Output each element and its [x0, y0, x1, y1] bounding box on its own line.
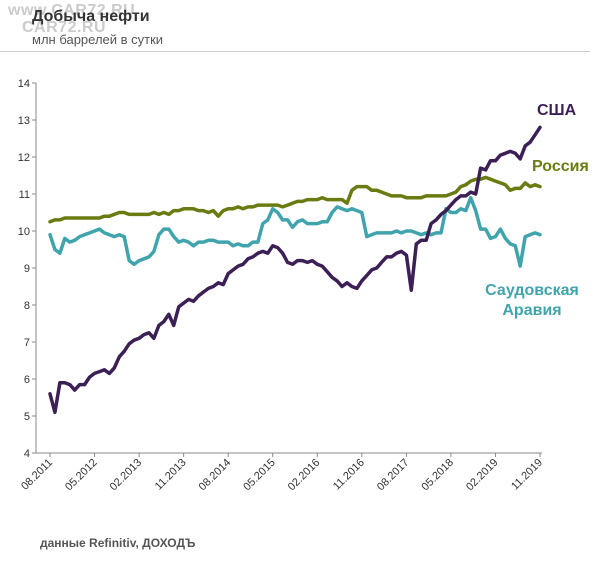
x-tick-label: 08.2014	[197, 457, 234, 494]
x-tick-label: 08.2017	[375, 457, 412, 494]
x-tick-label: 05.2012	[63, 457, 100, 494]
series-label-saudi: Аравия	[502, 302, 561, 319]
watermark-line-1: www.CAR72.RU	[8, 2, 136, 19]
y-tick-label: 12	[18, 152, 30, 164]
y-tick-label: 5	[24, 411, 30, 423]
y-tick-label: 10	[18, 226, 30, 238]
y-tick-label: 4	[24, 448, 30, 460]
header-divider	[0, 51, 590, 52]
y-tick-label: 9	[24, 263, 30, 275]
y-tick-label: 14	[18, 78, 30, 90]
y-tick-label: 6	[24, 374, 30, 386]
y-tick-label: 11	[19, 189, 30, 201]
y-tick-label: 8	[24, 300, 30, 312]
chart-title: Добыча нефти	[32, 8, 150, 25]
series-label-saudi: Саудовская	[485, 282, 579, 299]
series-label-usa: США	[537, 102, 577, 119]
x-tick-label: 02.2013	[108, 457, 145, 494]
series-line-saudi	[48, 195, 542, 268]
watermark: www.CAR72.RU CAR72.RU	[8, 2, 135, 36]
x-tick-label: 11.2019	[509, 457, 545, 493]
series-line-usa	[48, 125, 542, 415]
y-tick-label: 13	[18, 115, 30, 127]
x-tick-label: 05.2018	[419, 457, 456, 494]
y-tick-label: 7	[24, 337, 30, 349]
source-note: данные Refinitiv, ДОХОДЪ	[40, 536, 196, 550]
chart-subtitle: млн баррелей в сутки	[32, 32, 164, 47]
x-tick-label: 11.2013	[153, 457, 189, 493]
x-tick-label: 02.2016	[286, 457, 323, 494]
x-tick-label: 11.2016	[331, 457, 367, 493]
x-tick-label: 02.2019	[464, 457, 501, 494]
x-tick-label: 05.2015	[241, 457, 278, 494]
series-label-russia: Россия	[532, 158, 589, 175]
x-tick-label: 08.2011	[19, 457, 55, 493]
watermark-line-2: CAR72.RU	[22, 19, 107, 36]
series-line-russia	[48, 175, 542, 224]
